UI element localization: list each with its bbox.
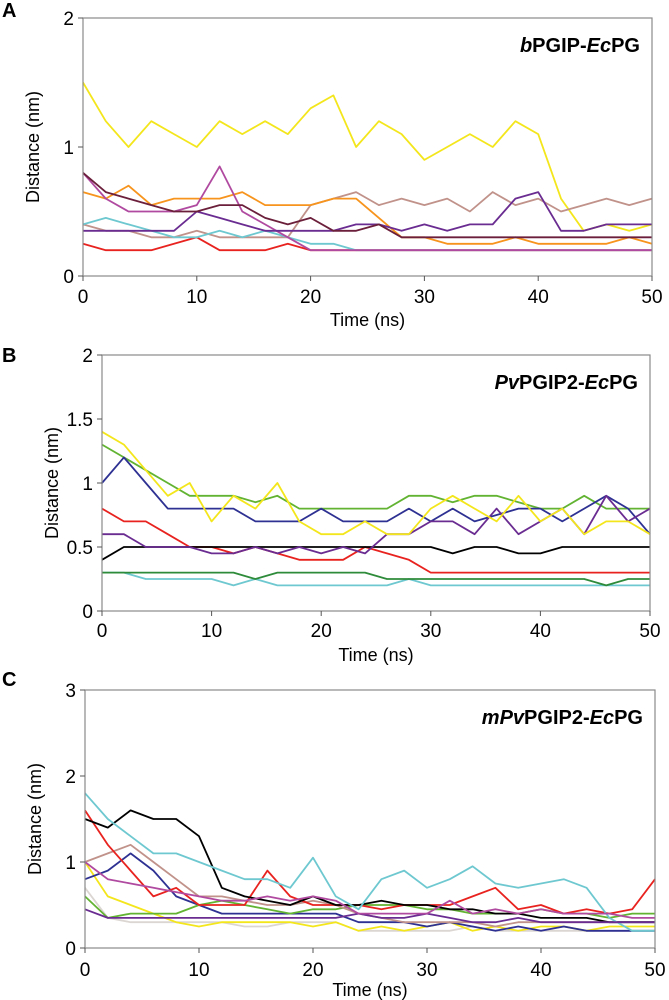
panel-label: C (2, 669, 16, 691)
y-axis-label: Distance (nm) (25, 763, 45, 875)
series-group (84, 792, 656, 932)
x-tick-label: 20 (300, 287, 321, 308)
panel-title: PvPGIP2-EcPG (495, 372, 638, 394)
y-axis-label: Distance (nm) (23, 91, 43, 203)
plot-frame (84, 689, 656, 949)
series-line-5 (101, 456, 651, 535)
y-tick-label: 2 (65, 767, 76, 788)
panel-title-part: PGIP2- (524, 707, 590, 729)
series-line-1 (84, 861, 655, 932)
series-line-4 (101, 546, 650, 561)
x-tick-label: 0 (78, 287, 89, 308)
series-line-9 (84, 861, 655, 919)
x-tick-label: 10 (201, 621, 222, 642)
panel-title-part: b (520, 35, 532, 57)
x-tick-label: 20 (311, 621, 332, 642)
x-tick-label: 50 (644, 960, 665, 981)
panel-title-part: mPv (482, 707, 526, 729)
x-axis-label: Time (ns) (338, 645, 413, 665)
panel-label: B (2, 345, 16, 367)
panel-title-part: Pv (495, 372, 521, 394)
x-tick-label: 50 (641, 287, 662, 308)
x-tick-label: 0 (97, 621, 108, 642)
series-group (101, 431, 651, 587)
series-line-7 (84, 792, 655, 932)
series-line-6 (84, 809, 655, 924)
series-line-2 (101, 443, 650, 510)
series-line-1 (82, 191, 653, 239)
series-line-5 (82, 165, 652, 252)
series-line-1 (102, 571, 650, 587)
series-line-7 (101, 431, 651, 536)
series-line-8 (84, 908, 655, 924)
panel-title-part: PGIP- (532, 35, 586, 57)
panel-title-part: PGIP2- (519, 372, 585, 394)
x-tick-label: 20 (302, 960, 323, 981)
series-line-0 (102, 571, 650, 587)
y-tick-label: 0 (82, 602, 93, 623)
x-tick-label: 30 (416, 960, 437, 981)
y-tick-label: 0 (63, 267, 74, 288)
series-line-5 (84, 809, 656, 915)
x-axis-label: Time (ns) (332, 980, 407, 1000)
y-tick-label: 1 (63, 138, 74, 159)
y-tick-label: 2 (82, 346, 93, 367)
series-line-2 (84, 852, 655, 932)
panel-title-part: PG (614, 707, 643, 729)
series-line-2 (82, 184, 653, 245)
x-tick-label: 50 (639, 621, 660, 642)
y-tick-label: 0.5 (67, 538, 93, 559)
y-tick-label: 2 (63, 9, 74, 30)
x-tick-label: 10 (186, 287, 207, 308)
y-tick-label: 0 (65, 939, 76, 960)
x-axis-label: Time (ns) (330, 310, 405, 330)
series-group (82, 82, 653, 252)
x-tick-label: 30 (420, 621, 441, 642)
panel-title-part: Ec (587, 35, 611, 57)
x-tick-label: 10 (188, 960, 209, 981)
y-axis-label: Distance (nm) (42, 427, 62, 539)
x-tick-label: 40 (528, 287, 549, 308)
y-tick-label: 1 (82, 474, 93, 495)
panel-c: C 0 10 20 30 40 50 0 1 2 3 Time (ns) Distance (nm) mP… (2, 669, 666, 1000)
panel-title: mPvPGIP2-EcPG (482, 707, 643, 729)
panel-title: bPGIP-EcPG (520, 35, 640, 57)
x-tick-label: 30 (414, 287, 435, 308)
series-line-0 (82, 82, 653, 232)
series-line-6 (83, 191, 652, 232)
panel-b: B 0 10 20 30 40 50 0 0.5 1 1.5 2 Time (ns) Distance (… (2, 345, 661, 665)
panel-title-part: Ec (585, 372, 609, 394)
series-line-7 (82, 172, 652, 239)
x-tick-label: 40 (530, 621, 551, 642)
panel-label: A (2, 0, 16, 22)
x-tick-label: 0 (80, 960, 91, 981)
x-tick-label: 40 (530, 960, 551, 981)
panel-title-part: Ec (590, 707, 614, 729)
y-tick-label: 1 (65, 853, 76, 874)
y-tick-label: 1.5 (67, 410, 93, 431)
panel-title-part: PG (609, 372, 638, 394)
panel-title-part: PG (611, 35, 640, 57)
y-tick-label: 3 (65, 681, 76, 702)
